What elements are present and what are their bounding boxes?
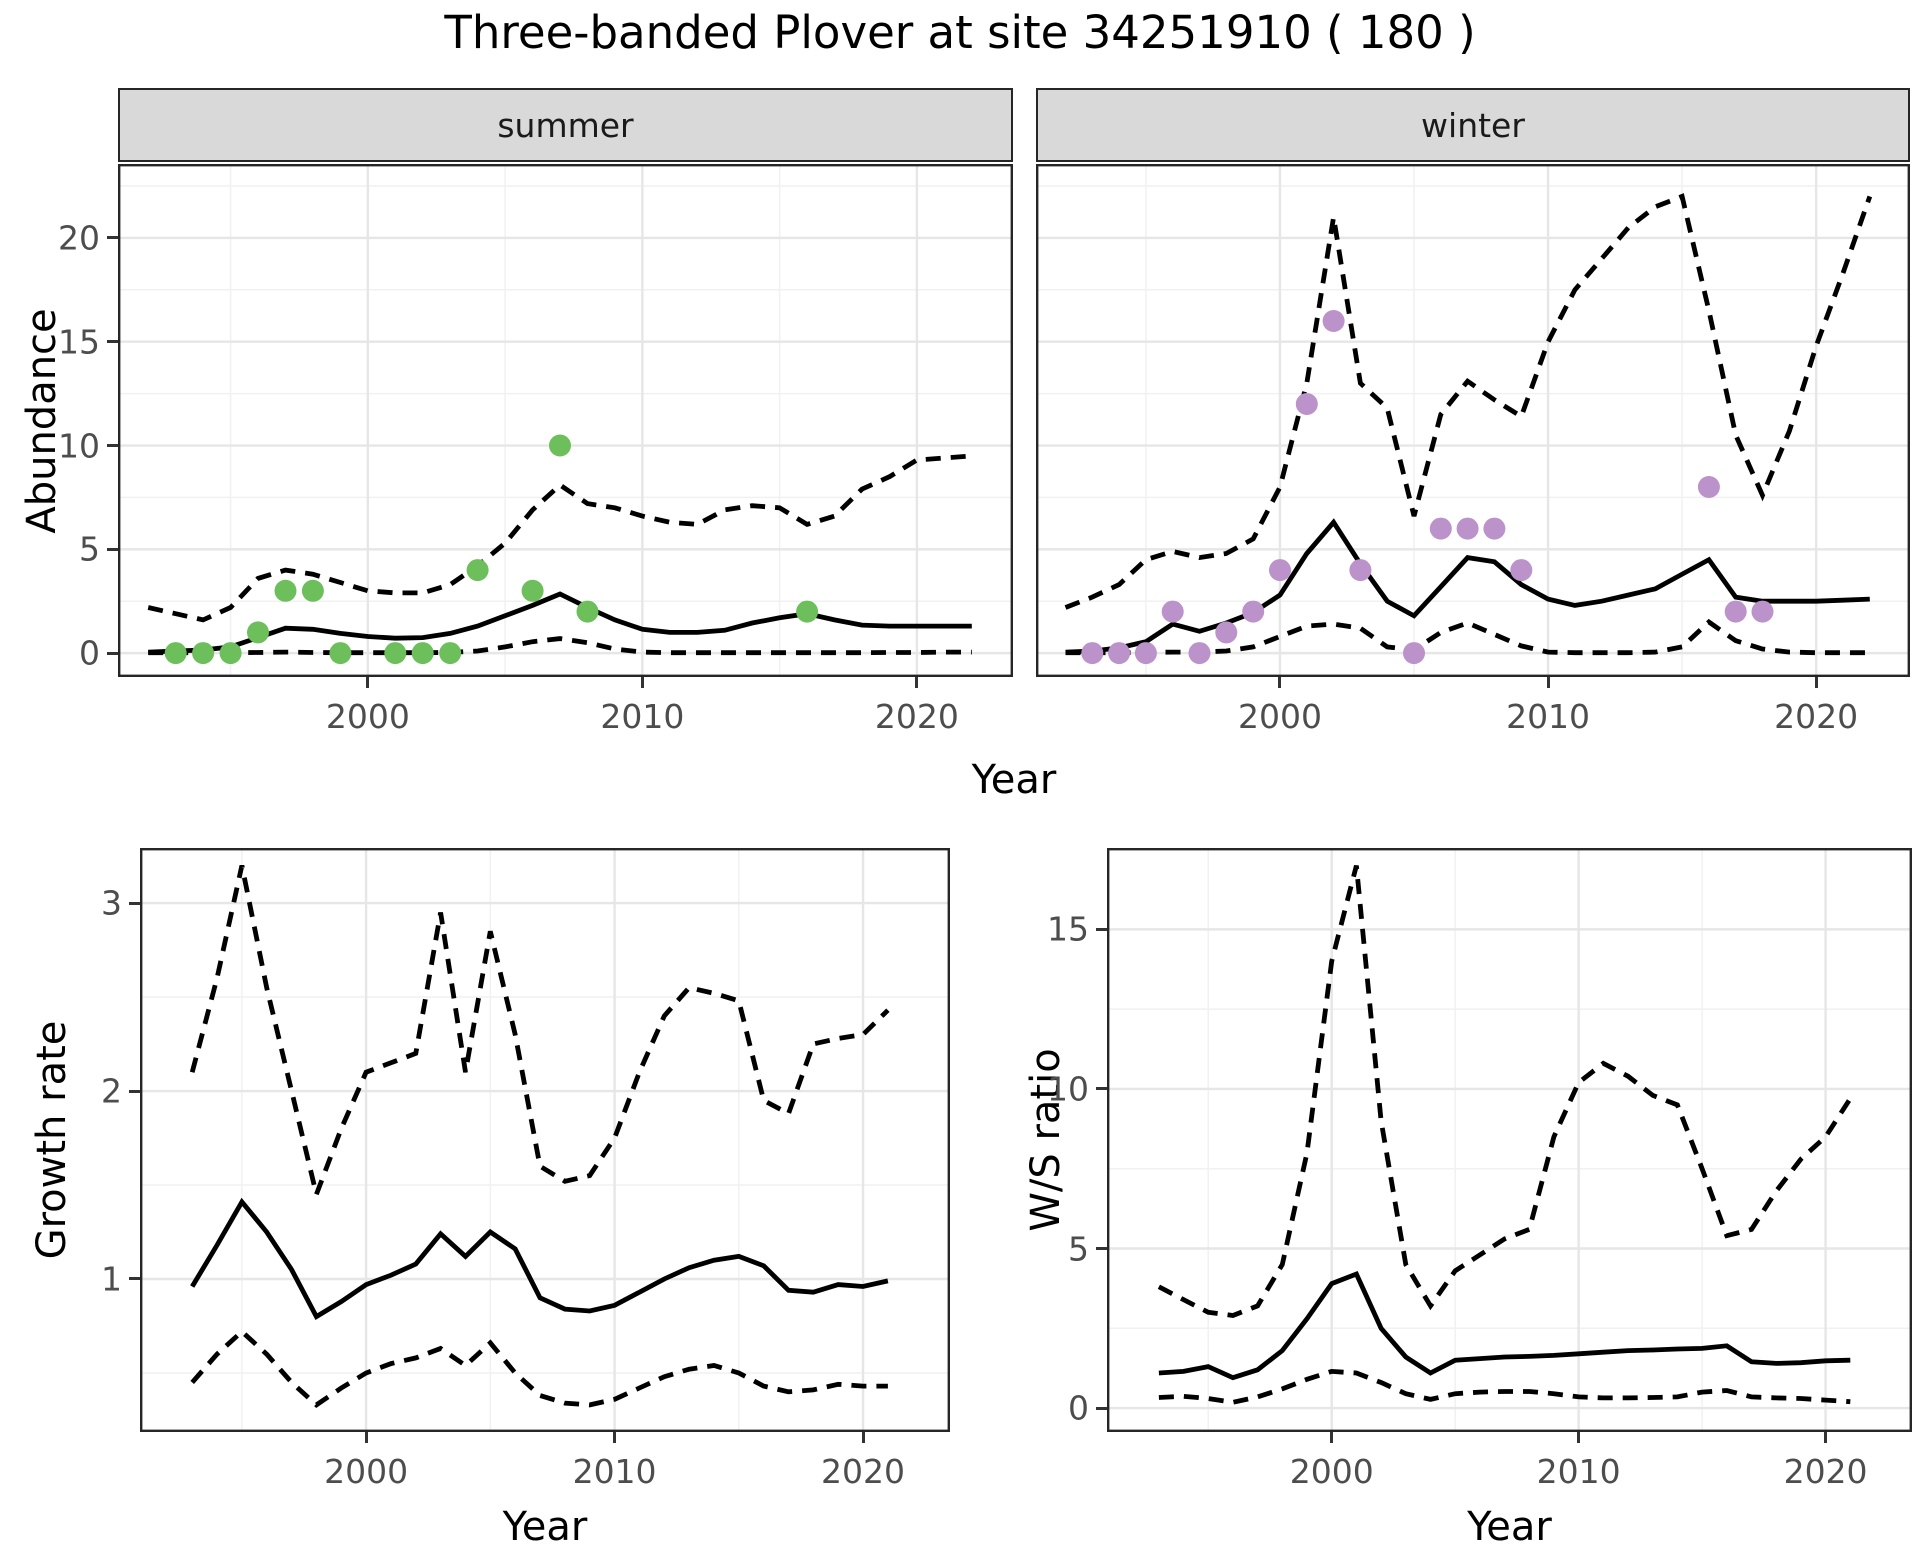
x-axis-title-year-growth: Year <box>502 1504 588 1550</box>
x-axis-title-year-top: Year <box>971 757 1057 803</box>
y-tick-mark <box>1096 927 1107 931</box>
panel-border-ws <box>1107 848 1912 1432</box>
panel-winter <box>1036 164 1910 677</box>
panel-growth <box>140 848 950 1432</box>
series-lower_ci-summer <box>148 636 972 656</box>
y-tick-mark <box>107 340 118 344</box>
panel-border-summer <box>118 164 1013 677</box>
series-mean-summer <box>148 591 972 655</box>
facet-strip-winter-label: winter <box>1421 105 1525 145</box>
x-tick-label: 2020 <box>1774 697 1859 736</box>
gridlines-winter <box>1036 164 1910 677</box>
y-tick-mark <box>129 1089 140 1093</box>
series-upper_ci-summer <box>147 453 972 623</box>
x-tick-mark <box>861 1432 865 1443</box>
y-tick-mark <box>1096 1087 1107 1091</box>
x-tick-mark <box>613 1432 617 1443</box>
y-tick-label: 15 <box>58 322 100 362</box>
x-tick-label: 2000 <box>324 1452 409 1491</box>
panel-ws <box>1107 848 1912 1432</box>
gridlines-summer <box>118 164 1013 677</box>
x-tick-label: 2000 <box>1237 697 1322 736</box>
y-tick-label: 0 <box>79 633 100 673</box>
series-mean-winter <box>1065 518 1870 655</box>
x-tick-mark <box>1814 677 1818 688</box>
x-tick-mark <box>366 677 370 688</box>
observation-points-summer <box>164 434 819 665</box>
x-axis-title-year-ws: Year <box>1467 1504 1552 1550</box>
y-tick-mark <box>129 1277 140 1281</box>
y-tick-mark <box>107 444 118 448</box>
x-tick-mark <box>1278 677 1282 688</box>
series-lower_ci-growth <box>190 1328 888 1408</box>
panel-summer <box>118 164 1013 677</box>
panel-border-growth <box>140 848 950 1432</box>
x-tick-label: 2000 <box>1289 1452 1374 1491</box>
x-tick-mark <box>1824 1432 1828 1443</box>
facet-strip-winter: winter <box>1036 88 1910 162</box>
panel-border-winter <box>1036 164 1910 677</box>
y-tick-label: 10 <box>58 426 100 466</box>
y-tick-mark <box>107 236 118 240</box>
y-tick-mark <box>129 901 140 905</box>
x-tick-label: 2010 <box>600 697 685 736</box>
observation-points-winter <box>1081 310 1774 665</box>
y-tick-label: 15 <box>1047 909 1089 949</box>
x-tick-label: 2000 <box>325 697 410 736</box>
x-tick-mark <box>364 1432 368 1443</box>
y-tick-label: 10 <box>1047 1069 1089 1109</box>
x-tick-mark <box>640 677 644 688</box>
x-tick-mark <box>1577 1432 1581 1443</box>
y-axis-title-growth-rate: Growth rate <box>29 1020 75 1260</box>
series-upper_ci-winter <box>1064 193 1873 610</box>
y-tick-label: 20 <box>58 218 100 258</box>
series-mean-growth <box>190 1197 889 1320</box>
x-tick-label: 2020 <box>1783 1452 1868 1491</box>
series-lower_ci-ws <box>1158 1368 1851 1405</box>
gridlines-ws <box>1107 848 1912 1432</box>
y-tick-mark <box>1096 1406 1107 1410</box>
x-tick-label: 2010 <box>1536 1452 1621 1491</box>
x-tick-label: 2020 <box>874 697 959 736</box>
y-tick-label: 0 <box>1068 1388 1089 1428</box>
x-tick-label: 2010 <box>572 1452 657 1491</box>
series-upper_ci-ws <box>1157 865 1853 1318</box>
facet-strip-summer-label: summer <box>497 105 634 145</box>
y-tick-label: 2 <box>101 1071 122 1111</box>
y-tick-label: 3 <box>101 883 122 923</box>
y-tick-label: 5 <box>1068 1229 1089 1268</box>
y-tick-mark <box>107 651 118 655</box>
x-tick-label: 2010 <box>1506 697 1591 736</box>
y-tick-mark <box>1096 1247 1107 1250</box>
x-tick-mark <box>1546 677 1550 688</box>
x-tick-label: 2020 <box>821 1452 906 1491</box>
facet-strip-summer: summer <box>118 88 1013 162</box>
plot-title: Three-banded Plover at site 34251910 ( 1… <box>444 6 1476 59</box>
y-tick-label: 5 <box>79 529 100 569</box>
x-tick-mark <box>1330 1432 1334 1443</box>
y-tick-label: 1 <box>101 1259 122 1299</box>
series-mean-ws <box>1158 1270 1851 1381</box>
x-tick-mark <box>915 677 919 688</box>
y-tick-mark <box>107 547 118 551</box>
series-upper_ci-growth <box>189 864 890 1203</box>
gridlines-growth <box>140 848 950 1432</box>
